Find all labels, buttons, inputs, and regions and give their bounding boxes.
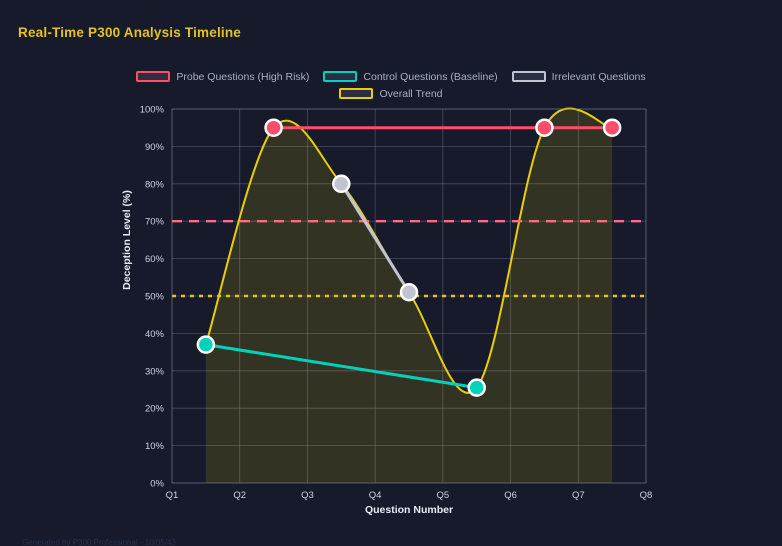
- page-title: Real-Time P300 Analysis Timeline: [18, 25, 242, 40]
- x-tick-label-3: Q4: [369, 490, 382, 501]
- legend-row-1: Overall Trend: [0, 85, 782, 102]
- footer-text: Generated by P300 Professional - 10/05/4…: [22, 538, 176, 546]
- legend-trend-swatch: [339, 88, 374, 99]
- data-point-irrelevant-1[interactable]: [399, 283, 419, 302]
- y-tick-label-9: 90%: [145, 142, 165, 153]
- y-tick-label-5: 50%: [145, 292, 165, 303]
- legend-trend[interactable]: Overall Trend: [339, 87, 443, 100]
- y-tick-label-1: 10%: [145, 441, 165, 452]
- legend-trend-label: Overall Trend: [379, 87, 443, 100]
- x-tick-label-1: Q2: [233, 490, 246, 501]
- y-tick-label-2: 20%: [145, 404, 165, 415]
- legend-irrelevant-swatch: [511, 71, 546, 82]
- data-point-probe-2[interactable]: [602, 118, 622, 137]
- x-tick-label-2: Q3: [301, 490, 314, 501]
- x-tick-label-6: Q7: [572, 490, 585, 501]
- y-tick-label-6: 60%: [145, 254, 165, 265]
- x-axis-title: Question Number: [364, 504, 454, 516]
- series-line-control: [205, 343, 477, 390]
- legend-irrelevant-label: Irrelevant Questions: [551, 70, 646, 83]
- x-tick-label-4: Q5: [437, 490, 450, 501]
- y-tick-label-3: 30%: [145, 366, 165, 377]
- data-point-probe-1[interactable]: [535, 118, 554, 137]
- data-point-probe-0[interactable]: [264, 118, 283, 137]
- data-point-control-1[interactable]: [467, 378, 486, 397]
- plot-frame: [171, 108, 647, 484]
- y-tick-label-8: 80%: [145, 179, 165, 190]
- legend-probe-label: Probe Questions (High Risk): [176, 70, 310, 83]
- y-tick-label-10: 100%: [140, 105, 165, 116]
- legend-control-swatch: [323, 71, 358, 82]
- chart-legend: Probe Questions (High Risk) Control Quest…: [0, 68, 782, 102]
- series-line-irrelevant: [340, 183, 411, 294]
- y-tick-label-0: 0%: [150, 479, 164, 490]
- x-tick-label-0: Q1: [166, 490, 179, 501]
- legend-probe-swatch: [136, 71, 171, 82]
- legend-row-0: Probe Questions (High Risk) Control Quest…: [0, 68, 782, 85]
- legend-control-label: Control Questions (Baseline): [363, 70, 498, 83]
- data-point-control-0[interactable]: [196, 335, 216, 354]
- legend-control[interactable]: Control Questions (Baseline): [323, 70, 498, 83]
- legend-irrelevant[interactable]: Irrelevant Questions: [511, 70, 646, 83]
- x-tick-label-7: Q8: [640, 490, 653, 501]
- y-axis-title: Deception Level (%): [121, 190, 133, 290]
- y-tick-label-7: 70%: [145, 217, 165, 228]
- y-tick-label-4: 40%: [145, 329, 165, 340]
- data-point-irrelevant-0[interactable]: [332, 174, 351, 194]
- legend-probe[interactable]: Probe Questions (High Risk): [136, 71, 309, 83]
- x-tick-label-5: Q6: [504, 490, 517, 501]
